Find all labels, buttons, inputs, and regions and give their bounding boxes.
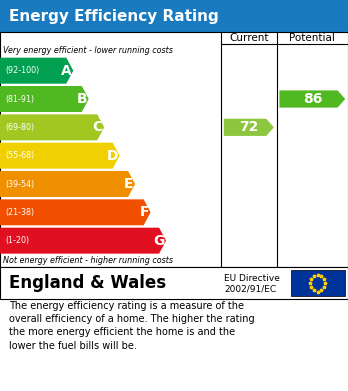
Text: Very energy efficient - lower running costs: Very energy efficient - lower running co… [3,46,173,55]
Text: (21-38): (21-38) [5,208,34,217]
Text: G: G [153,234,165,248]
Text: EU Directive: EU Directive [224,274,280,283]
Polygon shape [224,119,274,136]
Text: 86: 86 [303,92,322,106]
Polygon shape [0,171,135,197]
Text: D: D [107,149,118,163]
Text: The energy efficiency rating is a measure of the
overall efficiency of a home. T: The energy efficiency rating is a measur… [9,301,254,351]
Bar [0,32,348,267]
Text: E: E [124,177,134,191]
Polygon shape [0,58,73,84]
Text: 72: 72 [239,120,259,135]
Text: (92-100): (92-100) [5,66,39,75]
Bar [0,0,348,32]
Text: Not energy efficient - higher running costs: Not energy efficient - higher running co… [3,256,174,265]
Text: F: F [140,205,149,219]
Text: (1-20): (1-20) [5,236,29,245]
Text: Potential: Potential [290,33,335,43]
Polygon shape [0,114,104,140]
Text: Energy Efficiency Rating: Energy Efficiency Rating [9,9,219,23]
Text: (81-91): (81-91) [5,95,34,104]
Polygon shape [0,228,166,254]
Text: 2002/91/EC: 2002/91/EC [224,285,277,294]
Polygon shape [0,143,120,169]
Bar [0,267,348,299]
Text: B: B [77,92,87,106]
Text: (55-68): (55-68) [5,151,34,160]
Text: A: A [61,64,72,78]
Polygon shape [0,199,151,225]
Polygon shape [0,86,89,112]
Polygon shape [279,90,345,108]
Text: England & Wales: England & Wales [9,274,166,292]
Text: Current: Current [229,33,269,43]
Text: (69-80): (69-80) [5,123,34,132]
Bar [291,270,345,296]
Text: C: C [93,120,103,135]
Text: (39-54): (39-54) [5,179,34,188]
